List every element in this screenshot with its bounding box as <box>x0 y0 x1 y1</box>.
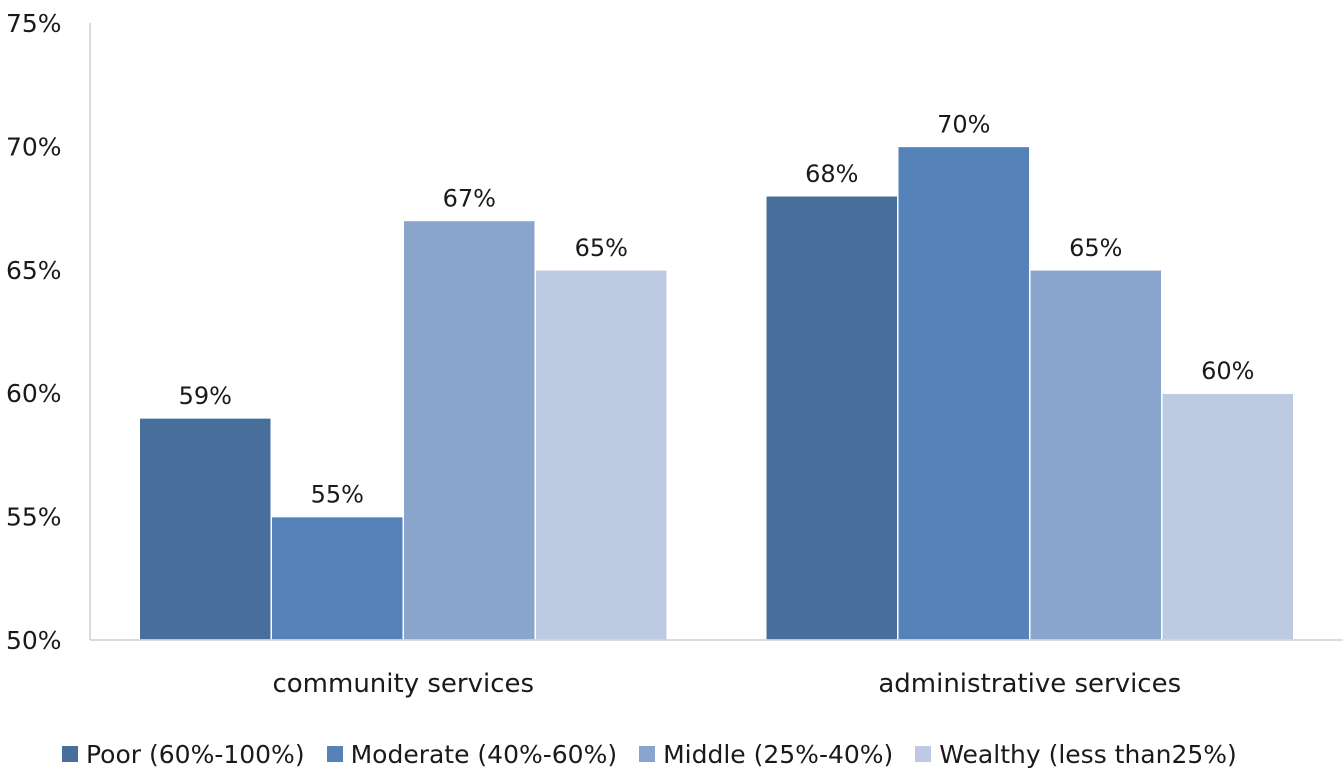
legend-item: Poor (60%-100%) <box>62 740 305 769</box>
bar <box>402 219 536 641</box>
data-label: 55% <box>311 481 364 509</box>
bars: 59% 55% 67% 65% 68% 70% 65% 60% <box>138 110 1295 641</box>
y-tick-label: 50% <box>6 626 62 655</box>
y-tick-label: 75% <box>6 9 62 38</box>
y-axis: 50% 55% 60% 65% 70% 75% <box>6 9 91 655</box>
y-tick-label: 60% <box>6 379 62 408</box>
bar <box>1161 392 1295 641</box>
y-tick-label: 70% <box>6 132 62 161</box>
y-tick-label: 65% <box>6 256 62 285</box>
legend-swatch <box>62 746 78 762</box>
legend-label: Poor (60%-100%) <box>86 739 305 769</box>
legend-swatch <box>915 746 932 762</box>
legend-label: Middle (25%-40%) <box>663 739 894 769</box>
legend-label: Wealthy (less than25%) <box>939 739 1237 769</box>
data-label: 70% <box>937 110 990 138</box>
data-label: 60% <box>1201 357 1254 385</box>
legend-label: Moderate (40%-60%) <box>350 739 618 769</box>
legend-swatch <box>326 746 343 762</box>
data-label: 65% <box>575 234 628 262</box>
x-axis: community services administrative service… <box>90 639 1343 699</box>
bar <box>765 195 899 641</box>
legend: Poor (60%-100%) Moderate (40%-60%) Middle … <box>62 736 1237 772</box>
x-category-label: administrative services <box>878 669 1181 699</box>
bar <box>270 515 404 641</box>
bar <box>534 269 668 641</box>
data-label: 65% <box>1069 234 1122 262</box>
bar <box>897 145 1031 641</box>
data-label: 59% <box>179 382 232 410</box>
bar <box>138 417 272 641</box>
legend-swatch <box>639 746 656 762</box>
data-label: 67% <box>443 184 496 212</box>
legend-item: Middle (25%-40%) <box>639 740 893 769</box>
x-category-label: community services <box>272 669 534 699</box>
bar <box>1029 269 1163 641</box>
data-label: 68% <box>805 160 858 188</box>
y-tick-label: 55% <box>6 503 62 532</box>
legend-item: Moderate (40%-60%) <box>326 739 618 769</box>
legend-item: Wealthy (less than25%) <box>915 740 1237 769</box>
